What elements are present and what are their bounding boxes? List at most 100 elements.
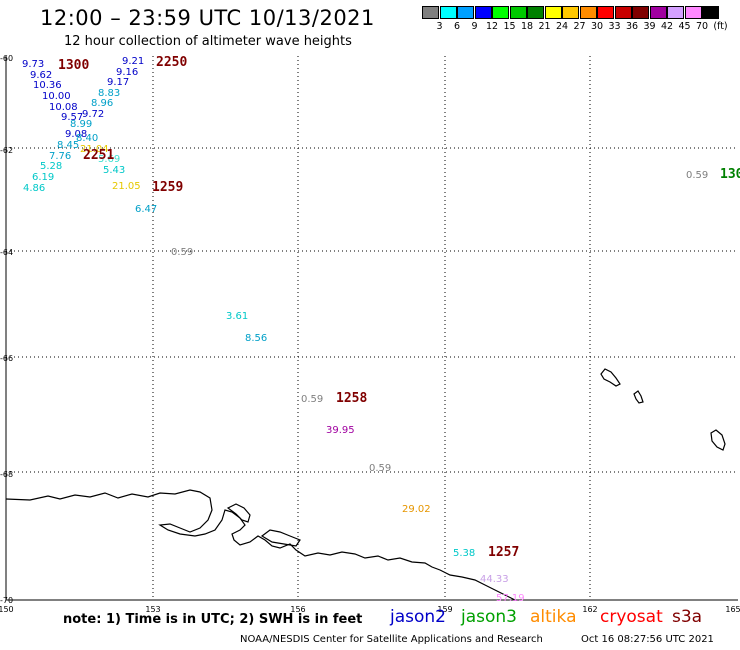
legend-swatch xyxy=(457,6,474,19)
wave-height-label: 6.47 xyxy=(135,204,157,215)
legend-swatch xyxy=(649,6,667,19)
wave-height-label: 21.05 xyxy=(112,181,141,192)
legend-unit: (ft) xyxy=(713,21,728,32)
y-tick-label: -66 xyxy=(0,354,13,363)
island-3 xyxy=(710,429,726,451)
y-tick-label: -62 xyxy=(0,146,13,155)
wave-height-label: 7.76 xyxy=(49,151,71,162)
wave-height-label: 8.83 xyxy=(98,88,120,99)
legend-tick: 30 xyxy=(590,21,604,32)
wave-height-labels: 9.739.6210.3610.0010.089.579.729.219.169… xyxy=(22,56,708,604)
antarctic-coastline xyxy=(5,489,516,601)
legend-tick: 15 xyxy=(503,21,516,32)
legend-swatch xyxy=(474,6,492,19)
legend-swatch xyxy=(422,6,439,19)
time-stamp-label: 1300 xyxy=(58,58,89,73)
legend-swatch xyxy=(579,6,597,19)
satellite-name: altika xyxy=(530,607,577,627)
credit-text: NOAA/NESDIS Center for Satellite Applica… xyxy=(240,634,543,645)
wave-height-label: 6.19 xyxy=(32,172,54,183)
coastline-inlet xyxy=(226,503,251,523)
legend-tick: 27 xyxy=(573,21,586,32)
y-tick-label: -64 xyxy=(0,248,13,257)
wave-height-label: 29.02 xyxy=(402,504,431,515)
wave-height-label: 57.19 xyxy=(496,593,525,604)
satellite-name: jason3 xyxy=(461,607,517,627)
wave-height-label: 0.59 xyxy=(369,463,391,474)
wave-height-label: 9.17 xyxy=(107,77,129,88)
map-title: 12:00 – 23:59 UTC 10/13/2021 xyxy=(40,6,375,30)
wave-height-label: 44.33 xyxy=(480,574,509,585)
legend-tick: 33 xyxy=(608,21,621,32)
time-stamp-label: 130 xyxy=(720,167,740,182)
time-stamp-label: 2251 xyxy=(83,148,114,163)
time-stamp-label: 1259 xyxy=(152,180,183,195)
wave-height-label: 39.95 xyxy=(326,425,355,436)
legend-swatch xyxy=(544,6,562,19)
legend-swatch xyxy=(527,6,544,19)
wave-height-label: 9.73 xyxy=(22,59,44,70)
legend-tick: 18 xyxy=(520,21,534,32)
time-stamp-label: 1258 xyxy=(336,391,367,406)
wave-height-label: 8.56 xyxy=(245,333,267,344)
x-tick-label: 159 xyxy=(437,605,452,614)
legend-tick: 6 xyxy=(453,21,461,32)
satellite-name: cryosat xyxy=(600,607,663,627)
y-axis-ticks: -60 -62 -64 -66 -68 -70 xyxy=(0,54,13,605)
legend-tick: 42 xyxy=(660,21,674,32)
legend-swatch xyxy=(562,6,579,19)
legend-swatch xyxy=(509,6,527,19)
wave-height-label: 8.45 xyxy=(57,140,79,151)
legend-tick: 39 xyxy=(643,21,656,32)
time-stamp-label: 1257 xyxy=(488,545,519,560)
wave-height-label: 9.57 xyxy=(61,112,83,123)
footer-note: note: 1) Time is in UTC; 2) SWH is in fe… xyxy=(63,612,363,627)
wave-height-label: 5.28 xyxy=(40,161,62,172)
wave-height-label: 9.72 xyxy=(82,109,104,120)
legend-swatch xyxy=(632,6,649,19)
legend-tick: 3 xyxy=(436,21,443,32)
wave-height-label: 10.08 xyxy=(49,102,78,113)
island-2 xyxy=(633,390,644,404)
wave-height-label: 10.00 xyxy=(42,91,71,102)
legend-swatch xyxy=(439,6,457,19)
wave-height-label: 3.61 xyxy=(226,311,248,322)
wave-height-label: 4.86 xyxy=(23,183,45,194)
legend-tick: 9 xyxy=(471,21,478,32)
wave-height-label: 21.04 xyxy=(80,144,109,155)
legend-tick: 24 xyxy=(555,21,569,32)
wave-height-label: 10.36 xyxy=(33,80,62,91)
legend-swatch xyxy=(667,6,684,19)
credit-time: Oct 16 08:27:56 UTC 2021 xyxy=(581,634,714,645)
wave-height-label: 9.21 xyxy=(122,56,144,67)
wave-height-label: 8.40 xyxy=(76,133,98,144)
wave-height-label: 8.99 xyxy=(70,119,92,130)
island-1 xyxy=(600,368,621,387)
x-axis-ticks: 150 153 156 159 162 165 xyxy=(0,605,740,614)
y-tick-label: -60 xyxy=(0,54,13,63)
time-stamp-label: 2250 xyxy=(156,55,187,70)
map-subtitle: 12 hour collection of altimeter wave hei… xyxy=(64,34,352,49)
legend-swatch xyxy=(684,6,702,19)
legend-swatch xyxy=(614,6,632,19)
legend-tick: 36 xyxy=(625,21,639,32)
x-tick-label: 156 xyxy=(290,605,305,614)
satellite-name: s3a xyxy=(672,607,703,627)
wave-height-label: 0.59 xyxy=(171,247,193,258)
legend-swatch xyxy=(702,6,719,19)
legend-tick: 12 xyxy=(485,21,499,32)
wave-height-label: 9.16 xyxy=(116,67,138,78)
legend-tick: 21 xyxy=(538,21,551,32)
coastline-inlet-2 xyxy=(260,529,301,547)
satellite-name: jason2 xyxy=(390,607,446,627)
x-tick-label: 165 xyxy=(725,605,740,614)
wave-height-label: 5.69 xyxy=(98,154,120,165)
x-tick-label: 150 xyxy=(0,605,14,614)
wave-height-label: 5.43 xyxy=(103,165,125,176)
x-tick-label: 162 xyxy=(582,605,597,614)
time-stamps: 1300 2250 2251 1259 1258 1257 130 xyxy=(58,55,740,560)
wave-height-label: 9.08 xyxy=(65,129,87,140)
wave-height-label: 0.59 xyxy=(686,170,708,181)
legend-tick: 45 xyxy=(678,21,691,32)
